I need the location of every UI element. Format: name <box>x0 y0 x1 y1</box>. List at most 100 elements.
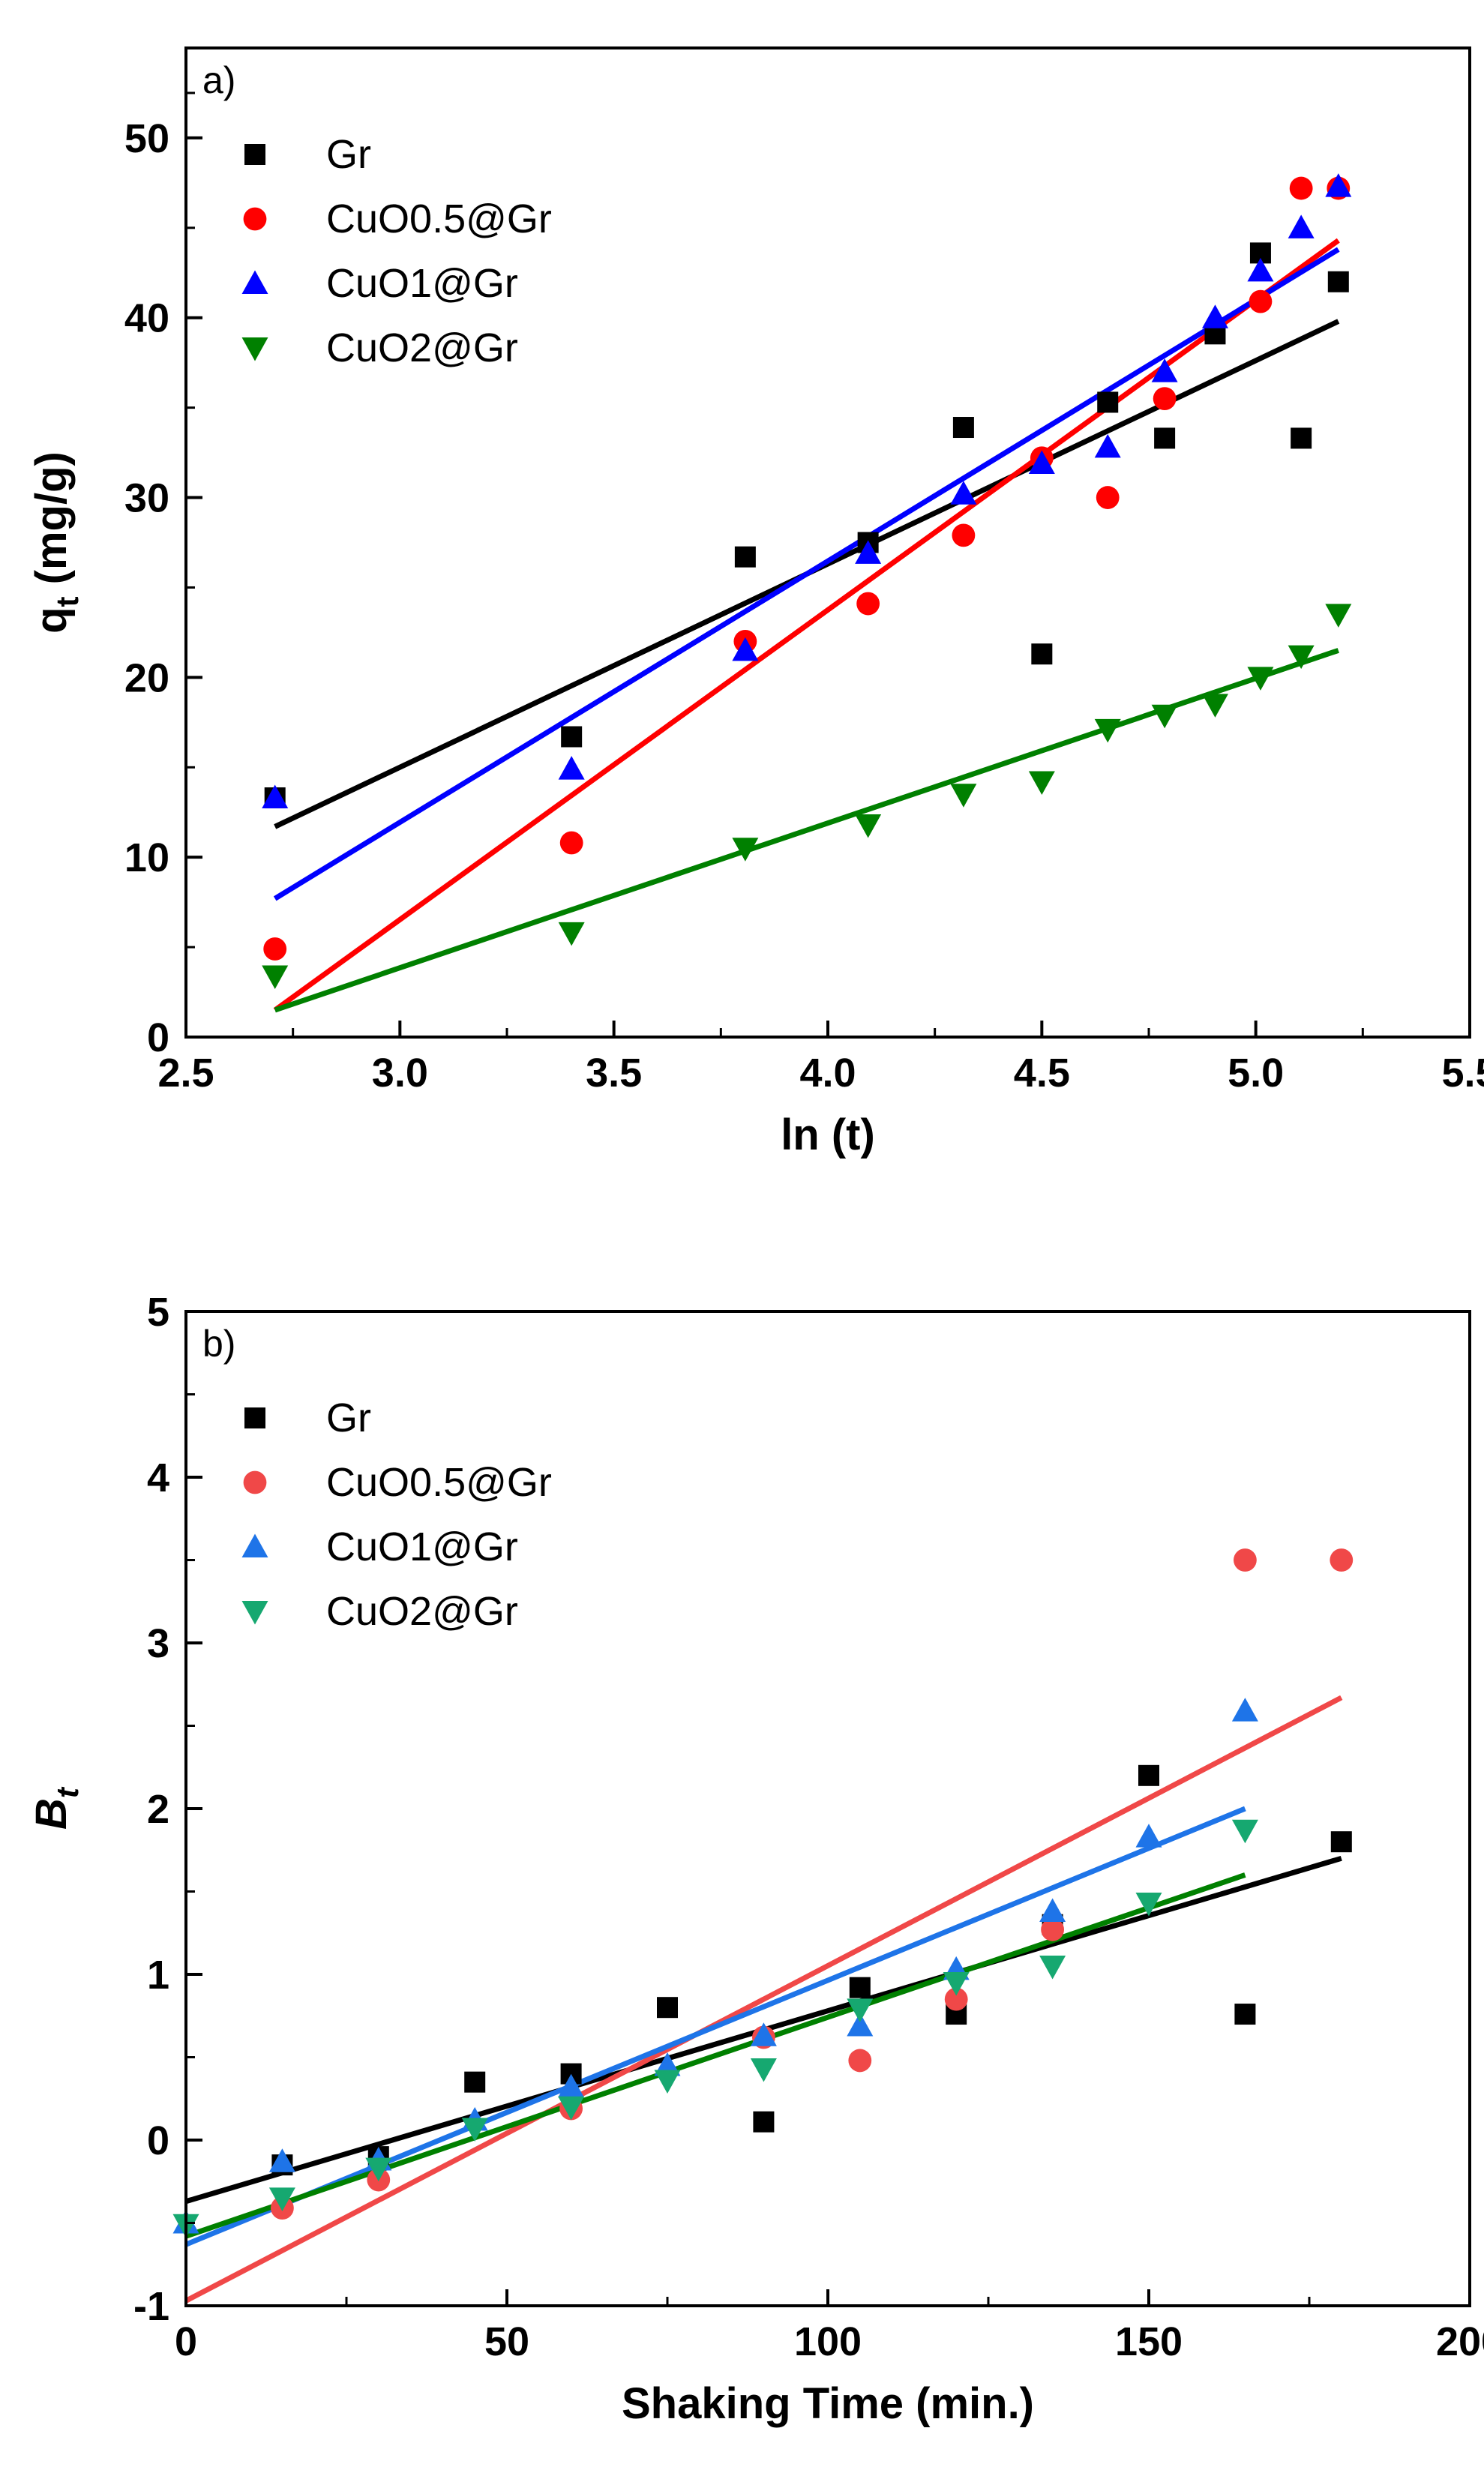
legend: Gr CuO0.5@Gr CuO1@Gr CuO2@Gr <box>241 1395 552 1634</box>
x-tick-label: 4.0 <box>799 1051 856 1096</box>
data-point-CuO2@Gr-9 <box>1039 1955 1066 1980</box>
legend: Gr CuO0.5@Gr CuO1@Gr CuO2@Gr <box>241 132 552 370</box>
data-point-CuO1@Gr-11 <box>1325 173 1352 197</box>
data-point-CuO1@Gr-4 <box>950 481 977 505</box>
x-tick-label: 5.0 <box>1228 1051 1284 1096</box>
data-point-CuO2@Gr-10 <box>1288 645 1315 670</box>
y-tick-label: 3 <box>147 1621 169 1666</box>
data-point-CuO1@Gr-10 <box>1288 214 1315 238</box>
data-point-CuO1@Gr-3 <box>855 540 882 564</box>
data-point-CuO0.5@Gr-9 <box>1289 176 1313 200</box>
y-tick-label: 0 <box>147 1015 169 1060</box>
data-point-CuO0.5@Gr-6 <box>1041 1917 1064 1941</box>
y-tick-label: 30 <box>124 476 169 521</box>
data-point-CuO2@Gr-9 <box>1247 667 1274 691</box>
data-point-CuO0.5@Gr-4 <box>952 523 976 547</box>
legend-marker-CuO2@Gr <box>241 337 268 361</box>
data-point-Gr-2 <box>464 2071 486 2093</box>
data-point-CuO1@Gr-7 <box>1151 358 1178 382</box>
data-point-CuO2@Gr-5 <box>654 2070 681 2094</box>
x-tick-label: 5.5 <box>1441 1051 1484 1096</box>
fit-line-CuO2@Gr <box>274 648 1339 1013</box>
data-point-CuO0.5@Gr-7 <box>1234 1548 1257 1572</box>
x-tick-label: 50 <box>484 2319 529 2364</box>
data-point-CuO1@Gr-2 <box>732 637 759 661</box>
data-point-CuO0.5@Gr-5 <box>944 1987 968 2011</box>
y-tick-label: 5 <box>147 1290 169 1335</box>
data-point-CuO1@Gr-11 <box>1231 1698 1258 1722</box>
data-point-CuO2@Gr-10 <box>1135 1892 1162 1917</box>
fit-line-CuO1@Gr <box>184 1806 1246 2247</box>
data-point-CuO2@Gr-0 <box>262 965 289 989</box>
y-axis-title: Bt <box>27 1786 85 1830</box>
legend-marker-CuO1@Gr <box>241 1533 268 1557</box>
x-tick-label: 150 <box>1115 2319 1183 2364</box>
data-point-CuO2@Gr-2 <box>732 838 759 862</box>
data-point-CuO0.5@Gr-8 <box>1330 1548 1354 1572</box>
data-point-Gr-11 <box>1327 271 1349 292</box>
data-point-CuO2@Gr-6 <box>1094 718 1121 743</box>
data-point-CuO2@Gr-2 <box>365 2157 392 2182</box>
y-tick-label: 20 <box>124 655 169 700</box>
data-point-CuO2@Gr-7 <box>847 1998 874 2022</box>
y-tick-label: 2 <box>147 1787 169 1832</box>
panel-label: a) <box>202 59 235 101</box>
legend-marker-CuO1@Gr <box>241 270 268 294</box>
legend-marker-CuO0.5@Gr <box>243 207 267 231</box>
legend-label: Gr <box>326 132 371 177</box>
data-point-CuO2@Gr-8 <box>943 1972 970 1996</box>
y-axis-title: qt (mg/g) <box>27 451 85 634</box>
x-tick-label: 200 <box>1436 2319 1484 2364</box>
data-point-Gr-2 <box>734 546 756 568</box>
y-tick-label: 0 <box>147 2118 169 2163</box>
x-tick-label: 0 <box>175 2319 197 2364</box>
data-point-CuO2@Gr-3 <box>855 814 882 838</box>
legend-label: Gr <box>326 1395 371 1440</box>
data-point-Gr-6 <box>1097 391 1119 413</box>
data-point-CuO0.5@Gr-4 <box>848 2049 872 2073</box>
x-tick-label: 100 <box>794 2319 862 2364</box>
data-point-CuO1@Gr-7 <box>847 2013 874 2037</box>
y-tick-label: 50 <box>124 116 169 161</box>
legend-marker-Gr <box>244 1407 265 1428</box>
legend-marker-Gr <box>244 144 265 165</box>
data-point-CuO1@Gr-10 <box>1135 1824 1162 1848</box>
legend-label: CuO1@Gr <box>326 261 518 306</box>
data-point-CuO0.5@Gr-6 <box>1096 486 1120 509</box>
data-point-Gr-4 <box>657 1997 678 2019</box>
data-point-CuO2@Gr-6 <box>750 2058 777 2082</box>
data-point-Gr-9 <box>1138 1764 1159 1786</box>
data-point-Gr-5 <box>1031 643 1053 665</box>
data-point-CuO2@Gr-1 <box>558 922 585 946</box>
data-point-Gr-7 <box>1154 427 1176 449</box>
legend-label: CuO0.5@Gr <box>326 196 552 241</box>
data-point-CuO2@Gr-4 <box>950 784 977 808</box>
y-tick-label: 1 <box>147 1953 169 1998</box>
panel-label: b) <box>202 1323 235 1365</box>
data-point-CuO0.5@Gr-1 <box>559 831 583 855</box>
x-tick-label: 4.5 <box>1014 1051 1070 1096</box>
data-point-CuO2@Gr-1 <box>268 2187 295 2211</box>
data-point-Gr-10 <box>1234 2004 1256 2025</box>
data-point-CuO2@Gr-3 <box>461 2118 488 2142</box>
data-point-CuO1@Gr-5 <box>1028 450 1055 474</box>
fit-line-CuO0.5@Gr <box>184 1695 1343 2304</box>
data-point-CuO2@Gr-11 <box>1231 1819 1258 1844</box>
data-point-Gr-5 <box>753 2111 775 2133</box>
legend-marker-CuO0.5@Gr <box>243 1470 267 1494</box>
data-point-Gr-6 <box>849 1977 871 1998</box>
data-point-CuO2@Gr-8 <box>1201 694 1228 718</box>
fit-line-CuO1@Gr <box>273 247 1340 901</box>
y-tick-label: -1 <box>133 2284 169 2329</box>
y-tick-label: 10 <box>124 835 169 880</box>
data-point-CuO1@Gr-1 <box>558 756 585 780</box>
data-point-CuO0.5@Gr-0 <box>263 937 287 961</box>
data-point-CuO1@Gr-9 <box>1039 1898 1066 1923</box>
x-tick-label: 3.0 <box>372 1051 428 1096</box>
legend-label: CuO0.5@Gr <box>326 1460 552 1505</box>
data-point-CuO1@Gr-6 <box>750 2022 777 2046</box>
data-point-Gr-4 <box>952 417 974 439</box>
data-point-Gr-11 <box>1330 1831 1352 1853</box>
data-point-CuO0.5@Gr-8 <box>1249 289 1273 313</box>
